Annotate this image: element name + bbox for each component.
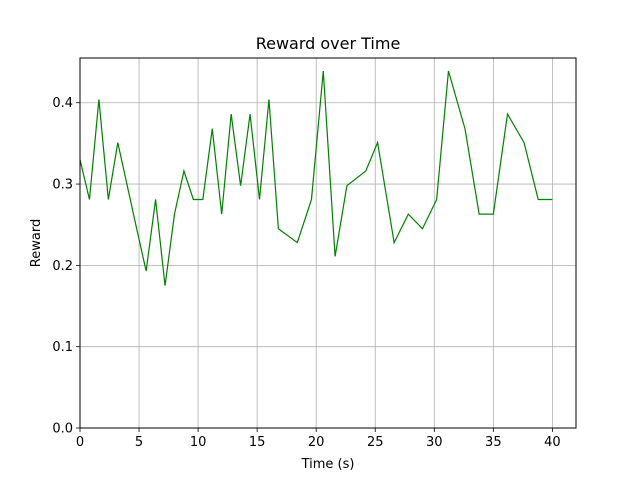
- x-tick-label: 5: [135, 435, 143, 450]
- chart-title: Reward over Time: [256, 34, 401, 53]
- x-axis-ticks: 0 5 10 15 20 25 30 35 40: [76, 428, 561, 450]
- x-tick-label: 20: [308, 435, 325, 450]
- x-tick-label: 25: [367, 435, 384, 450]
- y-tick-label: 0.1: [52, 340, 73, 355]
- x-tick-label: 35: [485, 435, 502, 450]
- y-tick-label: 0.0: [52, 422, 73, 437]
- x-axis-label: Time (s): [301, 457, 355, 472]
- x-tick-label: 30: [426, 435, 443, 450]
- y-axis-label: Reward: [29, 219, 44, 267]
- y-tick-label: 0.3: [52, 178, 73, 193]
- x-tick-label: 15: [249, 435, 266, 450]
- plot-frame: [79, 57, 577, 429]
- y-axis-ticks: 0.0 0.1 0.2 0.3 0.4: [52, 96, 80, 437]
- x-tick-label: 40: [544, 435, 561, 450]
- series-line: [79, 70, 553, 286]
- x-tick-label: 0: [76, 435, 84, 450]
- series-group: [79, 70, 553, 286]
- y-tick-label: 0.2: [52, 259, 73, 274]
- x-tick-label: 10: [190, 435, 207, 450]
- y-tick-label: 0.4: [52, 96, 73, 111]
